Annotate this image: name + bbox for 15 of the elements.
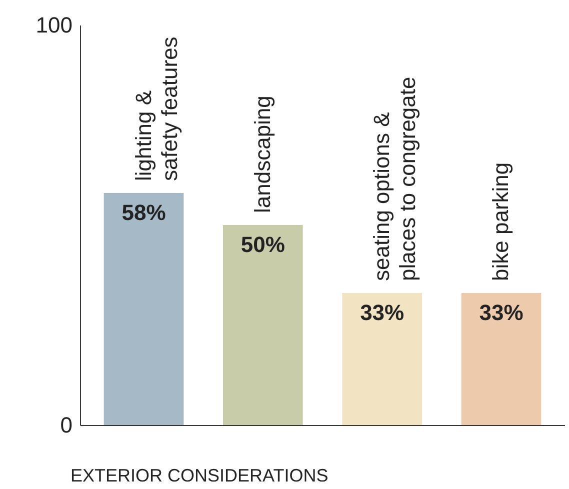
bar xyxy=(342,293,422,425)
y-tick-label: 100 xyxy=(36,12,72,38)
data-label: 50% xyxy=(240,232,285,257)
bar xyxy=(104,193,184,425)
x-tick-label: seating options & places to congregate xyxy=(369,76,420,281)
bar xyxy=(461,293,542,425)
bar xyxy=(223,225,303,425)
data-label: 33% xyxy=(479,300,524,325)
x-tick-label: landscaping xyxy=(250,96,275,213)
x-tick-label: lighting & safety features xyxy=(130,36,182,181)
y-tick-label: 0 xyxy=(60,412,72,438)
data-label: 58% xyxy=(122,200,166,225)
x-axis-title: EXTERIOR CONSIDERATIONS xyxy=(70,466,328,486)
x-tick-label: bike parking xyxy=(488,162,514,281)
data-label: 33% xyxy=(360,300,404,325)
